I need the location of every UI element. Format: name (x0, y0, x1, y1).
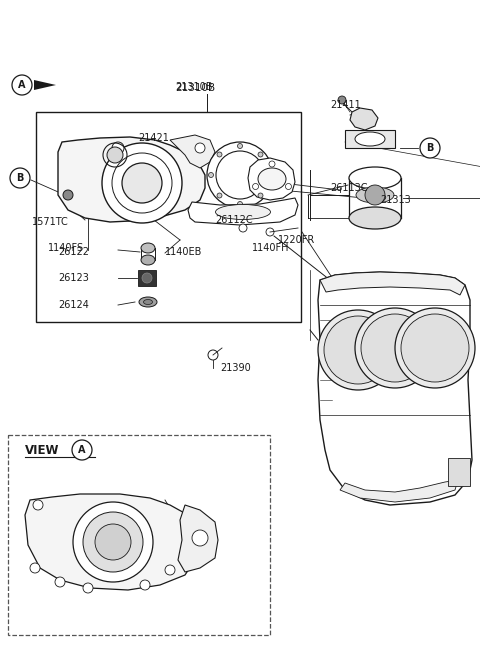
Circle shape (395, 308, 475, 388)
Circle shape (107, 147, 123, 163)
Polygon shape (58, 137, 205, 222)
Circle shape (286, 184, 291, 190)
Text: 26124: 26124 (58, 300, 89, 310)
Polygon shape (345, 130, 395, 148)
Ellipse shape (139, 297, 157, 307)
Circle shape (355, 308, 435, 388)
Text: B: B (16, 173, 24, 183)
Circle shape (269, 161, 275, 167)
Circle shape (112, 153, 172, 213)
Text: 21313: 21313 (380, 195, 411, 205)
Circle shape (112, 142, 124, 154)
Text: 21421: 21421 (138, 133, 169, 143)
Bar (36, 112, 301, 322)
Circle shape (73, 502, 153, 582)
Text: 21411: 21411 (330, 100, 361, 110)
Circle shape (122, 163, 162, 203)
Text: 21310B: 21310B (175, 82, 213, 92)
Circle shape (238, 201, 242, 207)
Circle shape (102, 143, 182, 223)
Text: 21390: 21390 (220, 363, 251, 373)
Ellipse shape (258, 168, 286, 190)
Ellipse shape (355, 132, 385, 146)
Polygon shape (318, 272, 472, 505)
Ellipse shape (216, 205, 271, 220)
Ellipse shape (141, 255, 155, 265)
Circle shape (258, 152, 263, 157)
Circle shape (195, 143, 205, 153)
Circle shape (338, 96, 346, 104)
Ellipse shape (144, 300, 153, 304)
Circle shape (72, 440, 92, 460)
Polygon shape (34, 80, 56, 90)
Circle shape (95, 524, 131, 560)
Text: VIEW: VIEW (25, 443, 60, 457)
Text: A: A (78, 445, 86, 455)
Circle shape (217, 193, 222, 198)
Text: 26112C: 26112C (215, 215, 252, 225)
Circle shape (239, 224, 247, 232)
Circle shape (30, 563, 40, 573)
Text: 1140FS: 1140FS (48, 243, 84, 253)
Polygon shape (178, 505, 218, 572)
Circle shape (420, 138, 440, 158)
Ellipse shape (356, 187, 394, 203)
Circle shape (192, 530, 208, 546)
Circle shape (207, 142, 273, 208)
Polygon shape (320, 272, 465, 295)
Circle shape (140, 580, 150, 590)
Bar (448, 458, 470, 486)
Polygon shape (188, 198, 298, 225)
Circle shape (216, 151, 264, 199)
Ellipse shape (349, 207, 401, 229)
Bar (138, 270, 156, 286)
Circle shape (10, 168, 30, 188)
Ellipse shape (141, 243, 155, 253)
Circle shape (266, 173, 272, 178)
Text: B: B (426, 143, 434, 153)
Polygon shape (340, 480, 458, 502)
Circle shape (252, 184, 259, 190)
Text: 1571TC: 1571TC (32, 217, 69, 227)
Text: 26113C: 26113C (330, 183, 368, 193)
Polygon shape (25, 494, 200, 590)
Circle shape (83, 512, 143, 572)
Circle shape (33, 500, 43, 510)
Polygon shape (248, 158, 295, 200)
Circle shape (401, 314, 469, 382)
Circle shape (63, 190, 73, 200)
Circle shape (361, 314, 429, 382)
Text: 1220FR: 1220FR (278, 235, 315, 245)
Circle shape (318, 310, 398, 390)
Text: 21310B: 21310B (175, 83, 215, 93)
Ellipse shape (349, 167, 401, 189)
Circle shape (365, 185, 385, 205)
Bar (8, 435, 270, 635)
Circle shape (83, 583, 93, 593)
Circle shape (208, 173, 214, 178)
Circle shape (238, 144, 242, 148)
Circle shape (12, 75, 32, 95)
Text: 1140FH: 1140FH (252, 243, 289, 253)
Text: 26122: 26122 (58, 247, 89, 257)
Circle shape (142, 273, 152, 283)
Circle shape (217, 152, 222, 157)
Polygon shape (170, 135, 215, 168)
Text: A: A (18, 80, 26, 90)
Polygon shape (350, 108, 378, 130)
Circle shape (324, 316, 392, 384)
Circle shape (165, 565, 175, 575)
Text: 1140EB: 1140EB (165, 247, 203, 257)
Circle shape (258, 193, 263, 198)
Circle shape (55, 577, 65, 587)
Text: 26123: 26123 (58, 273, 89, 283)
